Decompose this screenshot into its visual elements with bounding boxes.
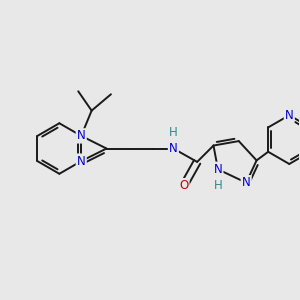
- Text: H: H: [169, 126, 178, 139]
- Text: N: N: [285, 109, 294, 122]
- Text: H: H: [214, 179, 222, 192]
- Text: N: N: [214, 163, 222, 176]
- Text: N: N: [77, 154, 85, 168]
- Text: N: N: [77, 129, 85, 142]
- Text: N: N: [169, 142, 178, 155]
- Text: O: O: [179, 179, 188, 192]
- Text: N: N: [242, 176, 250, 189]
